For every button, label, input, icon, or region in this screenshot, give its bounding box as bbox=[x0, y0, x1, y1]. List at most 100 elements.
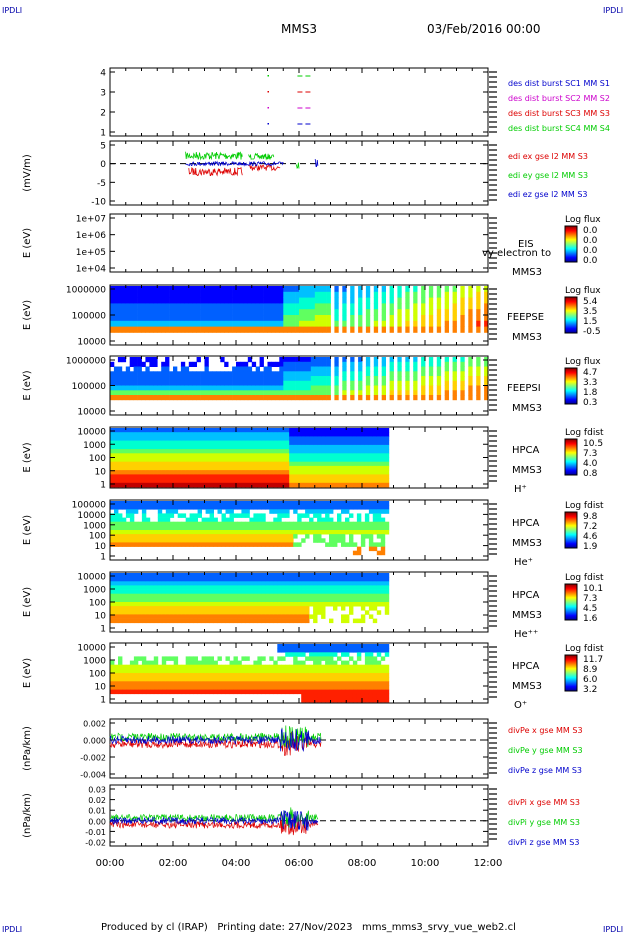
spectrogram-cell bbox=[358, 357, 363, 363]
spectrogram-cell bbox=[201, 534, 206, 539]
spectrogram-cell bbox=[329, 444, 334, 450]
spectrogram-cell bbox=[444, 291, 449, 298]
spectrogram-cell bbox=[157, 395, 162, 401]
spectrogram-cell bbox=[197, 474, 202, 479]
spectrogram-cell bbox=[397, 309, 402, 316]
spectrogram-cell bbox=[237, 593, 242, 599]
spectrogram-cell bbox=[436, 286, 442, 293]
spectrogram-cell bbox=[305, 681, 310, 686]
spectrogram-cell bbox=[133, 395, 138, 401]
spectrogram-cell bbox=[269, 428, 274, 433]
spectrogram-cell bbox=[239, 390, 245, 396]
spectrogram-cell bbox=[169, 509, 175, 514]
spectrogram-cell bbox=[237, 474, 242, 479]
spectrogram-cell bbox=[247, 376, 253, 382]
spectrogram-cell bbox=[114, 610, 119, 615]
spectrogram-cell bbox=[141, 385, 146, 391]
spectrogram-cell bbox=[133, 509, 139, 514]
spectrogram-cell bbox=[209, 509, 214, 514]
spectrogram-cell bbox=[209, 573, 214, 578]
spectrogram-cell bbox=[236, 385, 241, 391]
spectrogram-cell bbox=[265, 573, 270, 578]
spectrogram-cell bbox=[341, 652, 346, 657]
spectrogram-cell bbox=[293, 689, 298, 695]
spectrogram-cell bbox=[329, 470, 334, 475]
spectrogram-cell bbox=[341, 509, 346, 514]
spectrogram-cell bbox=[141, 677, 147, 682]
spectrogram-cell bbox=[341, 465, 346, 471]
spectrogram-cell bbox=[360, 530, 366, 535]
spectrogram-cell bbox=[333, 461, 338, 467]
spectrogram-cell bbox=[110, 432, 115, 437]
spectrogram-cell bbox=[277, 581, 282, 586]
spectrogram-cell bbox=[310, 371, 316, 377]
spectrogram-cell bbox=[241, 521, 246, 527]
spectrogram-cell bbox=[329, 534, 334, 539]
feepsi-tick-label: 100000 bbox=[72, 382, 107, 392]
spectrogram-cell bbox=[193, 610, 198, 615]
spectrogram-cell bbox=[241, 457, 246, 463]
spectrogram-cell bbox=[397, 326, 402, 333]
spectrogram-cell bbox=[221, 685, 226, 690]
spectrogram-cell bbox=[221, 513, 226, 518]
spectrogram-cell bbox=[452, 395, 457, 401]
spectrogram-cell bbox=[269, 681, 274, 686]
spectrogram-cell bbox=[137, 577, 143, 582]
spectrogram-cell bbox=[389, 309, 394, 316]
spectrogram-cell bbox=[380, 597, 386, 603]
spectrogram-cell bbox=[121, 505, 127, 510]
spectrogram-cell bbox=[289, 444, 294, 450]
spectrogram-cell bbox=[253, 530, 258, 535]
spectrogram-cell bbox=[309, 509, 314, 514]
spectrogram-cell bbox=[297, 668, 302, 674]
spectrogram-cell bbox=[149, 589, 155, 595]
spectrogram-cell bbox=[125, 513, 131, 518]
spectrogram-cell bbox=[269, 465, 274, 471]
spectrogram-cell bbox=[225, 482, 230, 488]
spectrogram-cell bbox=[428, 291, 434, 298]
spectrogram-cell bbox=[269, 573, 274, 578]
spectrogram-cell bbox=[225, 509, 230, 514]
spectrogram-cell bbox=[259, 309, 264, 316]
spectrogram-cell bbox=[149, 385, 154, 391]
spectrogram-cell bbox=[397, 320, 402, 327]
spectrogram-cell bbox=[305, 509, 310, 514]
spectrogram-cell bbox=[113, 366, 119, 372]
spectrogram-cell bbox=[321, 470, 326, 475]
spectrogram-cell bbox=[389, 297, 394, 304]
spectrogram-cell bbox=[318, 395, 323, 401]
spectrogram-cell bbox=[356, 577, 362, 582]
spectrogram-cell bbox=[289, 542, 294, 547]
spectrogram-cell bbox=[133, 482, 139, 488]
spectrogram-cell bbox=[118, 534, 123, 539]
spectrogram-cell bbox=[245, 465, 250, 471]
spectrogram-cell bbox=[376, 432, 382, 437]
spectrogram-cell bbox=[137, 505, 143, 510]
spectrogram-cell bbox=[263, 366, 268, 372]
spectrogram-cell bbox=[337, 465, 342, 471]
spectrogram-cell bbox=[149, 593, 155, 599]
spectrogram-cell bbox=[209, 606, 214, 611]
spectrogram-cell bbox=[297, 432, 302, 437]
spectrogram-cell bbox=[169, 474, 175, 479]
spectrogram-cell bbox=[137, 677, 143, 682]
spectrogram-cell bbox=[233, 606, 238, 611]
spectrogram-cell bbox=[249, 585, 254, 590]
spectrogram-cell bbox=[269, 432, 274, 437]
spectrogram-cell bbox=[145, 577, 151, 582]
spectrogram-cell bbox=[249, 521, 254, 527]
spectrogram-cell bbox=[257, 573, 262, 578]
spectrogram-cell bbox=[233, 681, 238, 686]
spectrogram-cell bbox=[333, 685, 338, 690]
spectrogram-cell bbox=[269, 677, 274, 682]
spectrogram-cell bbox=[285, 577, 290, 582]
spectrogram-cell bbox=[141, 501, 147, 506]
spectrogram-cell bbox=[245, 530, 250, 535]
spectrogram-cell bbox=[334, 371, 339, 377]
spectrogram-cell bbox=[281, 610, 286, 615]
spectrogram-cell bbox=[113, 371, 119, 377]
spectrogram-cell bbox=[360, 689, 366, 695]
spectrogram-cell bbox=[196, 357, 201, 363]
spectrogram-cell bbox=[181, 677, 187, 682]
spectrogram-cell bbox=[342, 357, 347, 363]
